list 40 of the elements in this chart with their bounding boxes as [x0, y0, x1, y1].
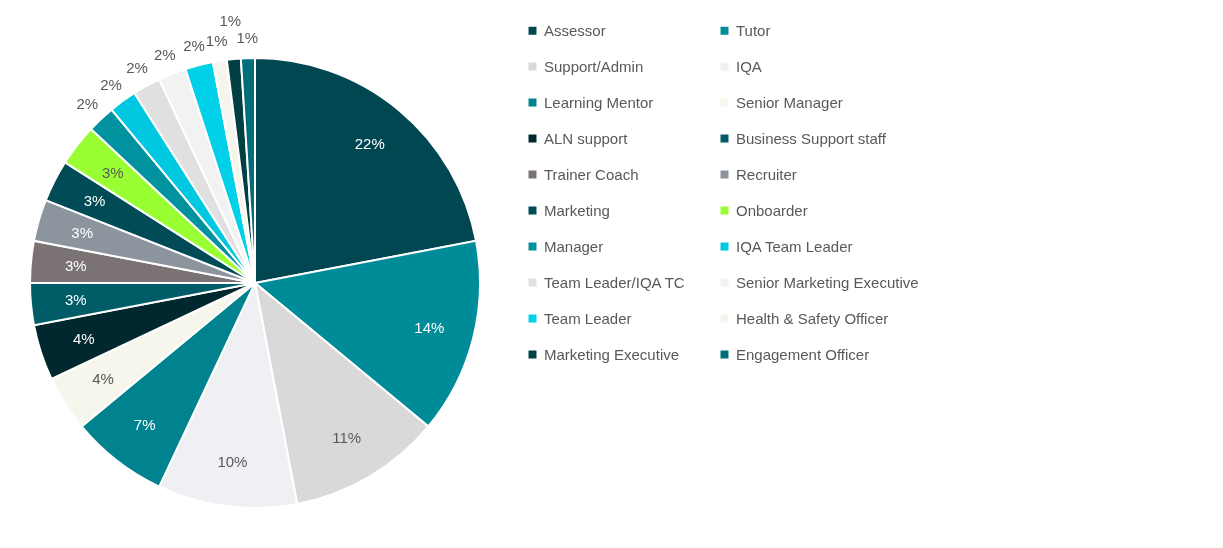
legend-label: Team Leader/IQA TC [544, 273, 685, 291]
data-label: 2% [100, 75, 122, 93]
data-label: 2% [153, 46, 176, 64]
legend-label: Assessor [544, 21, 606, 39]
data-label: 3% [64, 290, 87, 308]
legend-label: Senior Marketing Executive [736, 273, 919, 291]
legend-label: Tutor [736, 21, 771, 39]
legend-label: Trainer Coach [544, 165, 639, 183]
data-label: 1% [205, 32, 228, 50]
legend-label: Learning Mentor [544, 93, 654, 111]
legend-label: ALN support [544, 129, 629, 147]
data-label: 22% [354, 135, 385, 153]
legend-label: Support/Admin [544, 57, 644, 75]
data-label: 4% [72, 329, 95, 347]
legend-label: IQA [736, 57, 762, 75]
legend-label: Recruiter [736, 165, 797, 183]
data-label: 1% [219, 12, 242, 30]
data-label: 4% [92, 370, 114, 388]
legend-label: Manager [544, 237, 604, 255]
data-label: 2% [76, 95, 99, 113]
data-label: 3% [101, 163, 124, 181]
legend-label: Senior Manager [736, 93, 843, 111]
legend-label: Business Support staff [736, 129, 887, 147]
legend-label: Marketing [544, 201, 610, 219]
data-label: 3% [64, 257, 87, 275]
data-label: 10% [217, 452, 248, 470]
legend-label: IQA Team Leader [736, 237, 853, 255]
data-label: 3% [71, 223, 93, 241]
data-label: 14% [414, 318, 445, 336]
legend-label: Onboarder [736, 201, 808, 219]
data-label: 3% [83, 192, 106, 210]
legend-label: Team Leader [544, 309, 632, 327]
data-label: 2% [126, 59, 148, 77]
data-label: 2% [183, 36, 205, 54]
legend-label: Engagement Officer [736, 345, 870, 363]
data-label: 11% [332, 428, 362, 446]
legend-label: Health & Safety Officer [736, 309, 889, 327]
data-label: 1% [236, 29, 259, 47]
legend-label: Marketing Executive [544, 345, 680, 363]
data-label: 7% [133, 416, 156, 434]
